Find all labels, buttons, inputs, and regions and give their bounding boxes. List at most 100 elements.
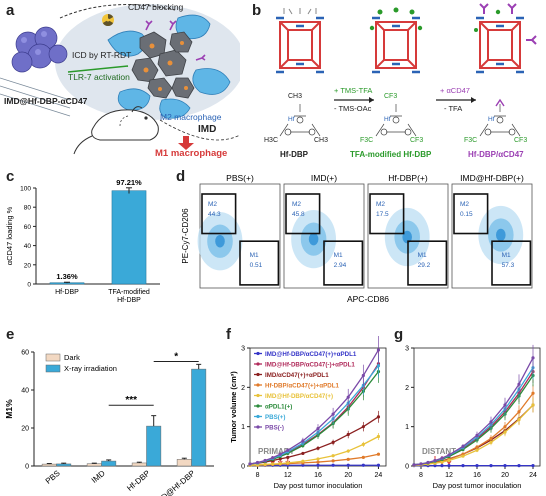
m2-value: 17.5 [376, 211, 389, 218]
y-axis-label: Tumor volume (cm³) [229, 371, 238, 443]
panel-b-schematic [276, 3, 537, 137]
significance-label: * [174, 352, 178, 363]
m2-gate-label: M2 [208, 201, 217, 208]
reaction-arrow-1-head [369, 97, 374, 103]
bar [101, 460, 117, 467]
series-point [286, 461, 290, 465]
x-tick-label: 8 [256, 472, 260, 479]
mouse-icon [73, 106, 159, 155]
series-point [447, 464, 451, 468]
m1-value: 57.3 [502, 262, 515, 269]
x-tick-label: 20 [501, 472, 509, 479]
inset-pointer-line [159, 119, 240, 141]
cluster2-left-group: F3C [360, 137, 374, 144]
y-tick-label: 1 [241, 424, 245, 431]
series-point [426, 460, 430, 465]
x-tick-label: 16 [314, 472, 322, 479]
y-tick-label: 20 [21, 426, 29, 433]
panel-letter-g: g [394, 326, 404, 343]
y-tick-label: 0 [241, 464, 245, 471]
x-tick-label: 24 [529, 472, 537, 479]
reaction-arrow-2-head [471, 97, 476, 103]
m2-gate [285, 193, 321, 235]
data-label: 97.21% [116, 178, 142, 187]
series-point [440, 456, 444, 460]
m1-value: 29.2 [418, 262, 431, 269]
cluster2-right-group: CF3 [410, 137, 424, 144]
m2-gate-label: M2 [376, 201, 385, 208]
bar [111, 190, 147, 285]
m2-value: 44.3 [208, 211, 221, 218]
flow-plot-title: IMD@Hf-DBP(+) [460, 173, 524, 183]
series-point [263, 458, 267, 463]
flow-plot-title: PBS(+) [226, 173, 254, 183]
flow-cytometry-panel: PBS(+) M2 44.3 M1 0.51 IMD(+) M2 45.8 M1 2.94 Hf-D… [181, 173, 533, 304]
label-m2-macrophage: M2 macrophage [160, 112, 222, 122]
y-tick-label: 0 [25, 464, 29, 471]
legend-label: IMD/αCD47(+)+αPDL1 [265, 372, 329, 379]
panel-a-schematic [0, 4, 240, 155]
legend-label: X-ray irradiation [64, 364, 117, 373]
cluster3-left-group: F3C [464, 137, 478, 144]
legend-marker [256, 404, 260, 408]
legend-label: Hf-DBP/αCD47(+)+αPDL1 [265, 383, 340, 390]
series-point [412, 463, 416, 467]
legend-marker [256, 383, 260, 387]
y-tick-label: 3 [241, 346, 245, 353]
y-tick-label: 3 [405, 346, 409, 353]
y-tick-label: 100 [20, 186, 31, 193]
cluster1-name: Hf-DBP [280, 150, 308, 159]
bar [176, 459, 192, 467]
m2-gate [369, 193, 405, 235]
label-tlr7: TLR-7 activation [68, 72, 130, 82]
flow-y-axis-label: PE-Cy7-CD206 [181, 208, 190, 264]
y-axis-label: αCD47 loading % [5, 206, 14, 265]
panel-letter-a: a [6, 2, 15, 19]
y-tick-label: 2 [405, 385, 409, 392]
label-cd47-blocking: CD47 blocking [128, 2, 184, 12]
panel-letter-d: d [176, 168, 186, 185]
series-point [440, 464, 444, 468]
panel-letter-f: f [226, 326, 231, 343]
legend-label: IMD@Hf-DBP/αCD47(-)+αPDL1 [265, 362, 355, 369]
legend-label: Dark [64, 353, 80, 362]
step2-reagent-remove: - TFA [444, 104, 463, 113]
m1-gate [491, 240, 532, 286]
data-label: 1.36% [56, 272, 78, 281]
cd47-blocking-arrow [59, 4, 176, 19]
y-tick-label: 60 [24, 224, 32, 231]
series-point [419, 462, 423, 466]
m1-gate-label: M1 [334, 252, 343, 259]
legend-label: IMD@Hf-DBP/αCD47(+) [265, 393, 333, 400]
series-point [440, 460, 444, 464]
x-tick-label: IMD [90, 468, 107, 484]
m1-gate-label: M1 [250, 252, 259, 259]
series-point [271, 456, 275, 460]
step1-reagent-add: + TMS-TFA [334, 86, 372, 95]
legend-label: PBS(+) [265, 414, 285, 421]
legend-marker [256, 393, 260, 398]
m1-gate [323, 240, 364, 286]
y-tick-label: 60 [21, 350, 29, 357]
bar [41, 463, 57, 467]
series-point [278, 457, 282, 461]
significance-label: *** [125, 395, 137, 406]
legend-marker [256, 425, 260, 429]
m2-value: 45.8 [292, 211, 305, 218]
flow-plot-title: IMD(+) [311, 173, 337, 183]
y-tick-label: 40 [24, 243, 32, 250]
mof-framework-tfa-modified [369, 7, 423, 74]
cluster1-top-group: CH3 [288, 93, 303, 100]
cluster2-name: TFA-modified Hf-DBP [350, 150, 432, 159]
x-tick-label: 8 [419, 472, 423, 479]
x-axis-label: Day post tumor inoculation [274, 481, 363, 490]
nuclei-markers [143, 41, 188, 91]
m1-gate [407, 240, 448, 286]
legend-label: PBS(-) [265, 425, 284, 432]
x-tick-label: 12 [284, 472, 292, 479]
series-point [286, 455, 290, 459]
x-tick-label: 20 [344, 472, 352, 479]
cluster2-top-group: CF3 [384, 93, 398, 100]
y-tick-label: 0 [27, 282, 31, 289]
